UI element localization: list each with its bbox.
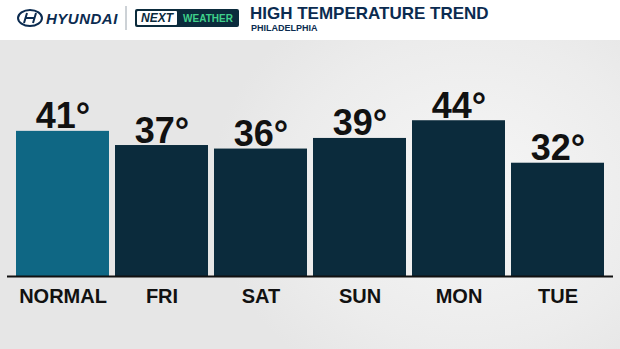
svg-text:MON: MON	[436, 285, 483, 307]
svg-text:SAT: SAT	[242, 285, 281, 307]
svg-text:FRI: FRI	[146, 285, 178, 307]
svg-text:NEXT: NEXT	[141, 11, 175, 25]
svg-text:NORMAL: NORMAL	[19, 285, 107, 307]
svg-text:HIGH TEMPERATURE TREND: HIGH TEMPERATURE TREND	[250, 4, 489, 23]
svg-text:39°: 39°	[333, 102, 387, 143]
svg-text:36°: 36°	[234, 113, 288, 154]
svg-text:HYUNDAI: HYUNDAI	[46, 10, 118, 27]
svg-text:37°: 37°	[135, 110, 189, 151]
svg-text:32°: 32°	[531, 127, 585, 168]
svg-text:44°: 44°	[432, 85, 486, 126]
svg-text:SUN: SUN	[339, 285, 381, 307]
svg-text:41°: 41°	[36, 95, 90, 136]
svg-text:WEATHER: WEATHER	[183, 13, 234, 24]
svg-text:PHILADELPHIA: PHILADELPHIA	[251, 23, 318, 33]
svg-text:TUE: TUE	[538, 285, 578, 307]
